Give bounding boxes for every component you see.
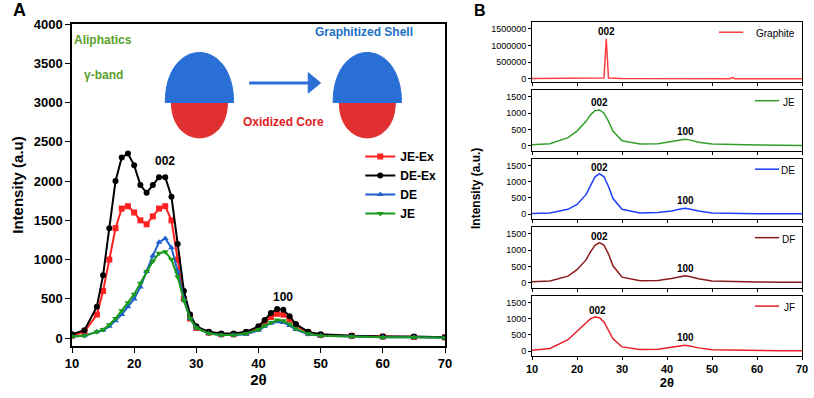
svg-text:30: 30: [189, 356, 203, 371]
svg-text:70: 70: [796, 363, 808, 375]
svg-text:γ-band: γ-band: [84, 68, 123, 82]
svg-text:B: B: [474, 2, 486, 19]
svg-text:4000: 4000: [34, 17, 63, 32]
svg-text:20: 20: [127, 356, 141, 371]
svg-text:JF: JF: [784, 302, 795, 313]
svg-text:002: 002: [589, 305, 606, 316]
svg-text:40: 40: [661, 363, 673, 375]
svg-text:JE: JE: [400, 207, 415, 221]
svg-text:Aliphatics: Aliphatics: [74, 33, 132, 47]
svg-text:1000000: 1000000: [491, 41, 526, 51]
svg-text:002: 002: [155, 154, 175, 168]
svg-text:30: 30: [616, 363, 628, 375]
svg-text:0: 0: [521, 278, 526, 288]
svg-text:1500: 1500: [506, 92, 526, 102]
svg-text:Graphite: Graphite: [756, 28, 795, 39]
svg-text:100: 100: [677, 126, 694, 137]
svg-text:002: 002: [591, 97, 608, 108]
svg-text:1000: 1000: [506, 245, 526, 255]
svg-text:Intensity (a.u): Intensity (a.u): [9, 136, 26, 234]
svg-text:002: 002: [598, 26, 615, 37]
svg-text:1500: 1500: [506, 229, 526, 239]
svg-text:10: 10: [65, 356, 79, 371]
svg-text:0: 0: [521, 346, 526, 356]
svg-text:DE: DE: [400, 188, 417, 202]
svg-text:40: 40: [251, 356, 265, 371]
svg-text:500: 500: [511, 125, 526, 135]
svg-text:DE-Ex: DE-Ex: [400, 169, 436, 183]
svg-text:0: 0: [521, 209, 526, 219]
svg-text:60: 60: [751, 363, 763, 375]
svg-text:2500: 2500: [34, 134, 63, 149]
svg-text:100: 100: [677, 195, 694, 206]
svg-text:2θ: 2θ: [660, 375, 674, 390]
svg-text:1500: 1500: [506, 161, 526, 171]
svg-text:0: 0: [55, 331, 62, 346]
svg-text:2000: 2000: [34, 174, 63, 189]
svg-text:0: 0: [521, 74, 526, 84]
svg-text:1000: 1000: [506, 177, 526, 187]
svg-text:JE: JE: [783, 97, 795, 108]
svg-text:50: 50: [706, 363, 718, 375]
svg-text:500: 500: [511, 330, 526, 340]
svg-text:500: 500: [41, 291, 63, 306]
svg-text:20: 20: [571, 363, 583, 375]
svg-text:1500: 1500: [506, 298, 526, 308]
svg-text:1500000: 1500000: [491, 24, 526, 34]
svg-text:Graphitized Shell: Graphitized Shell: [315, 25, 413, 39]
svg-text:A: A: [13, 0, 26, 20]
svg-text:JE-Ex: JE-Ex: [400, 150, 434, 164]
svg-text:0: 0: [521, 141, 526, 151]
svg-text:Intensity (a.u.): Intensity (a.u.): [469, 148, 483, 229]
svg-text:1000: 1000: [506, 314, 526, 324]
svg-text:100: 100: [677, 332, 694, 343]
svg-text:3000: 3000: [34, 95, 63, 110]
svg-text:DE: DE: [781, 165, 795, 176]
svg-text:50: 50: [313, 356, 327, 371]
svg-text:DF: DF: [782, 234, 795, 245]
svg-text:002: 002: [591, 231, 608, 242]
svg-text:500: 500: [511, 262, 526, 272]
svg-text:70: 70: [438, 356, 452, 371]
svg-text:3500: 3500: [34, 56, 63, 71]
svg-text:1000: 1000: [506, 108, 526, 118]
svg-text:10: 10: [526, 363, 538, 375]
svg-text:100: 100: [273, 290, 293, 304]
svg-text:60: 60: [376, 356, 390, 371]
svg-text:2θ: 2θ: [250, 371, 266, 388]
svg-text:1500: 1500: [34, 213, 63, 228]
svg-text:Oxidized Core: Oxidized Core: [243, 115, 324, 129]
svg-text:100: 100: [677, 263, 694, 274]
svg-text:500: 500: [511, 193, 526, 203]
svg-text:002: 002: [591, 162, 608, 173]
svg-text:1000: 1000: [34, 252, 63, 267]
svg-text:500000: 500000: [496, 57, 526, 67]
